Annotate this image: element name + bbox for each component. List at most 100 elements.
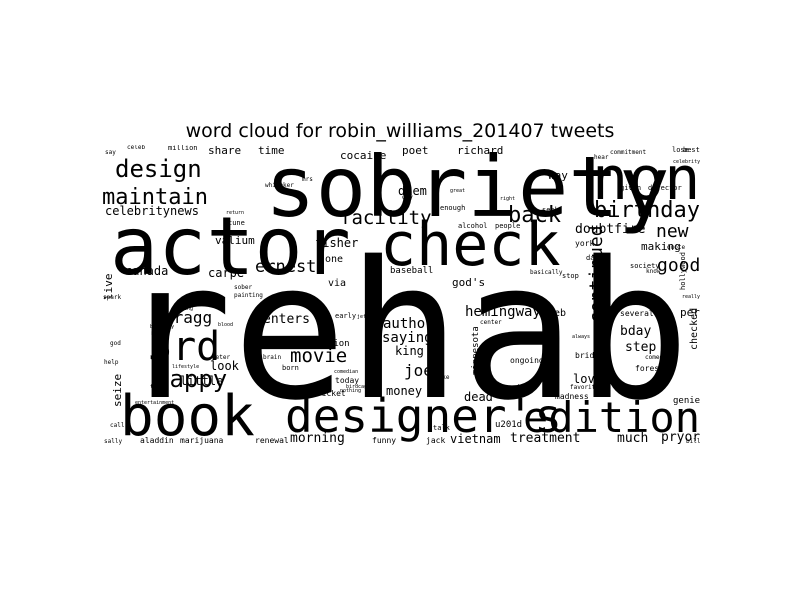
cloud-word: share	[208, 145, 242, 157]
cloud-word: commitment	[610, 149, 647, 156]
cloud-word: given	[620, 184, 642, 192]
cloud-word: via	[328, 278, 347, 289]
cloud-word: quote	[667, 244, 686, 251]
cloud-word: look	[210, 359, 239, 373]
cloud-word: canada	[125, 264, 169, 278]
cloud-word: painting	[234, 292, 263, 299]
cloud-word: great	[450, 188, 466, 194]
cloud-word: peter	[212, 354, 231, 361]
cloud-word: broadway	[150, 324, 175, 330]
cloud-word: bridges	[575, 351, 609, 360]
cloud-word: born	[282, 364, 299, 372]
cloud-word: baseball	[390, 266, 434, 276]
cloud-word: saying	[382, 330, 433, 346]
cloud-word: non	[592, 145, 700, 214]
cloud-word: always	[572, 334, 591, 340]
cloud-word: money	[386, 384, 423, 398]
cloud-word: brain	[263, 354, 282, 361]
cloud-word: happy	[155, 365, 228, 393]
cloud-word: checked	[689, 307, 700, 350]
cloud-word: poet	[402, 145, 429, 157]
cloud-word: comedian	[334, 369, 359, 375]
cloud-word: bday	[620, 324, 652, 339]
cloud-word: jack	[426, 436, 446, 445]
cloud-word: spark	[103, 294, 122, 301]
cloud-word: society	[630, 262, 660, 270]
cloud-word: morning	[290, 431, 345, 445]
cloud-word: diem	[398, 184, 427, 198]
cloud-word: design	[115, 155, 202, 183]
cloud-word: help	[104, 359, 119, 366]
cloud-word: good	[657, 255, 700, 276]
cloud-word: enters	[263, 312, 310, 327]
cloud-word: best	[683, 146, 700, 154]
cloud-word: ongoing	[510, 356, 544, 365]
cloud-word: day	[402, 194, 413, 201]
cloud-word: say	[105, 149, 116, 156]
cloud-word: making	[641, 240, 681, 253]
cloud-word: renewal	[255, 436, 289, 445]
cloud-word: love	[573, 372, 602, 386]
cloud-word: seek	[542, 206, 559, 214]
cloud-word: million	[168, 145, 198, 152]
cloud-word: genie	[673, 396, 700, 406]
cloud-word: u201d	[495, 420, 523, 430]
cloud-word: king	[395, 344, 424, 358]
cloud-word: several	[620, 309, 654, 318]
cloud-word: god's	[452, 276, 486, 289]
cloud-word: cocaine	[340, 149, 387, 162]
cloud-word: web	[548, 308, 567, 319]
cloud-word: comedy	[645, 354, 667, 361]
cloud-word: know	[646, 268, 661, 275]
cloud-word: edition	[523, 393, 700, 442]
cloud-word: minnesota	[471, 326, 481, 375]
cloud-word: author	[383, 316, 434, 332]
cloud-word: doubtfire	[575, 222, 646, 237]
cloud-word: hollywood	[679, 252, 687, 290]
cloud-word: rehab	[118, 221, 690, 442]
cloud-word: funny	[372, 436, 397, 445]
cloud-word: york	[575, 239, 595, 248]
cloud-word: bragg	[164, 308, 213, 327]
cloud-word: destruction	[290, 339, 350, 349]
cloud-word: today	[335, 376, 360, 385]
cloud-word: 3rd	[148, 324, 221, 370]
cloud-word: richard	[457, 145, 504, 157]
cloud-word: madness	[555, 392, 589, 401]
cloud-word: nothing	[340, 388, 362, 394]
cloud-word: hemingway	[465, 304, 541, 320]
cloud-word: birdcage	[346, 384, 371, 390]
cloud-word: whitaker	[265, 182, 294, 189]
cloud-word: jeff	[357, 314, 370, 320]
cloud-word: celeb	[127, 145, 146, 151]
cloud-word: new	[656, 221, 689, 242]
cloud-word: basically	[530, 269, 563, 276]
cloud-word: seize	[111, 373, 124, 407]
cloud-word: god	[110, 340, 121, 347]
cloud-word: movie	[290, 345, 348, 367]
cloud-word: mrs	[302, 176, 313, 183]
cloud-word: talk	[433, 424, 450, 432]
cloud-word: book	[120, 384, 255, 445]
cloud-word: designer's	[285, 389, 562, 443]
cloud-word: sally	[104, 438, 123, 445]
cloud-word: pryor	[661, 430, 700, 445]
word-cloud: rehab sobriety actor check non book designer's…	[100, 145, 700, 445]
cloud-word: tune	[228, 219, 245, 227]
cloud-word: right	[500, 196, 516, 202]
cloud-word: birthday	[594, 198, 700, 223]
cloud-word: cricket	[312, 389, 346, 398]
cloud-word: actor	[110, 200, 351, 293]
cloud-word: hurting	[172, 306, 194, 312]
figure-title: word cloud for robin_williams_201407 twe…	[185, 120, 615, 142]
cloud-word: favorite	[570, 384, 599, 391]
cloud-word: treatment	[510, 431, 581, 445]
cloud-word: dead	[464, 390, 493, 404]
cloud-word: fisher	[315, 236, 359, 250]
cloud-word: time	[258, 145, 285, 157]
cloud-word: marijuana	[180, 436, 224, 445]
cloud-word: vietnam	[450, 432, 501, 445]
cloud-word: celebrity	[673, 159, 700, 165]
cloud-word: really	[682, 294, 700, 300]
cloud-word: enough	[440, 204, 466, 212]
